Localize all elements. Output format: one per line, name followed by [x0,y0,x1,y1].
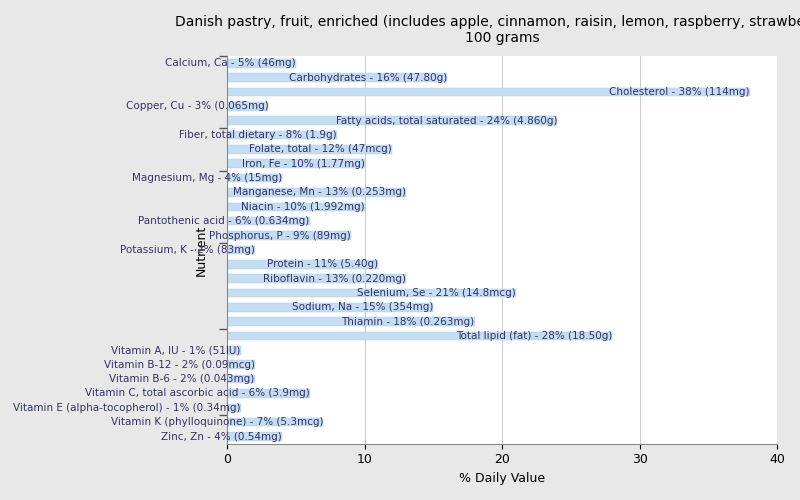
Bar [227,404,241,412]
Bar [227,231,350,240]
Bar [227,360,254,369]
Text: Iron, Fe - 10% (1.77mg): Iron, Fe - 10% (1.77mg) [242,159,365,169]
Bar [227,160,365,168]
Text: Niacin - 10% (1.992mg): Niacin - 10% (1.992mg) [241,202,365,212]
X-axis label: % Daily Value: % Daily Value [459,472,545,485]
Text: Protein - 11% (5.40g): Protein - 11% (5.40g) [267,260,378,270]
Text: Carbohydrates - 16% (47.80g): Carbohydrates - 16% (47.80g) [289,72,447,83]
Bar [227,332,612,340]
Bar [227,346,241,354]
Bar [227,432,282,441]
Bar [227,288,516,298]
Text: Vitamin B-12 - 2% (0.09mcg): Vitamin B-12 - 2% (0.09mcg) [103,360,254,370]
Bar [227,418,323,426]
Y-axis label: Nutrient: Nutrient [195,224,208,276]
Bar [227,375,254,384]
Text: Vitamin A, IU - 1% (51IU): Vitamin A, IU - 1% (51IU) [111,346,241,356]
Bar [227,260,378,268]
Text: Cholesterol - 38% (114mg): Cholesterol - 38% (114mg) [609,87,750,97]
Text: Vitamin E (alpha-tocopherol) - 1% (0.34mg): Vitamin E (alpha-tocopherol) - 1% (0.34m… [14,403,241,413]
Bar [227,188,406,197]
Text: Copper, Cu - 3% (0.065mg): Copper, Cu - 3% (0.065mg) [126,102,268,112]
Text: Magnesium, Mg - 4% (15mg): Magnesium, Mg - 4% (15mg) [132,173,282,183]
Text: Vitamin B-6 - 2% (0.043mg): Vitamin B-6 - 2% (0.043mg) [110,374,254,384]
Text: Fiber, total dietary - 8% (1.9g): Fiber, total dietary - 8% (1.9g) [179,130,337,140]
Text: Selenium, Se - 21% (14.8mcg): Selenium, Se - 21% (14.8mcg) [357,288,516,298]
Text: Folate, total - 12% (47mcg): Folate, total - 12% (47mcg) [250,144,392,154]
Bar [227,303,434,312]
Text: Total lipid (fat) - 28% (18.50g): Total lipid (fat) - 28% (18.50g) [456,331,612,341]
Text: Manganese, Mn - 13% (0.253mg): Manganese, Mn - 13% (0.253mg) [233,188,406,198]
Bar [227,59,296,68]
Text: Pantothenic acid - 6% (0.634mg): Pantothenic acid - 6% (0.634mg) [138,216,310,226]
Text: Fatty acids, total saturated - 24% (4.860g): Fatty acids, total saturated - 24% (4.86… [335,116,557,126]
Bar [227,88,750,96]
Text: Phosphorus, P - 9% (89mg): Phosphorus, P - 9% (89mg) [209,230,350,240]
Bar [227,318,474,326]
Bar [227,174,282,182]
Bar [227,145,392,154]
Text: Vitamin C, total ascorbic acid - 6% (3.9mg): Vitamin C, total ascorbic acid - 6% (3.9… [85,388,310,398]
Text: Calcium, Ca - 5% (46mg): Calcium, Ca - 5% (46mg) [165,58,296,68]
Bar [227,217,310,226]
Bar [227,246,254,254]
Text: Vitamin K (phylloquinone) - 7% (5.3mcg): Vitamin K (phylloquinone) - 7% (5.3mcg) [110,417,323,427]
Text: Thiamin - 18% (0.263mg): Thiamin - 18% (0.263mg) [342,316,474,326]
Bar [227,130,337,140]
Text: Sodium, Na - 15% (354mg): Sodium, Na - 15% (354mg) [292,302,434,312]
Bar [227,274,406,283]
Bar [227,116,557,125]
Bar [227,102,268,110]
Bar [227,389,310,398]
Text: Potassium, K - 2% (83mg): Potassium, K - 2% (83mg) [120,245,254,255]
Text: Riboflavin - 13% (0.220mg): Riboflavin - 13% (0.220mg) [262,274,406,283]
Bar [227,74,447,82]
Bar [227,202,365,211]
Title: Danish pastry, fruit, enriched (includes apple, cinnamon, raisin, lemon, raspber: Danish pastry, fruit, enriched (includes… [174,15,800,45]
Text: Zinc, Zn - 4% (0.54mg): Zinc, Zn - 4% (0.54mg) [162,432,282,442]
